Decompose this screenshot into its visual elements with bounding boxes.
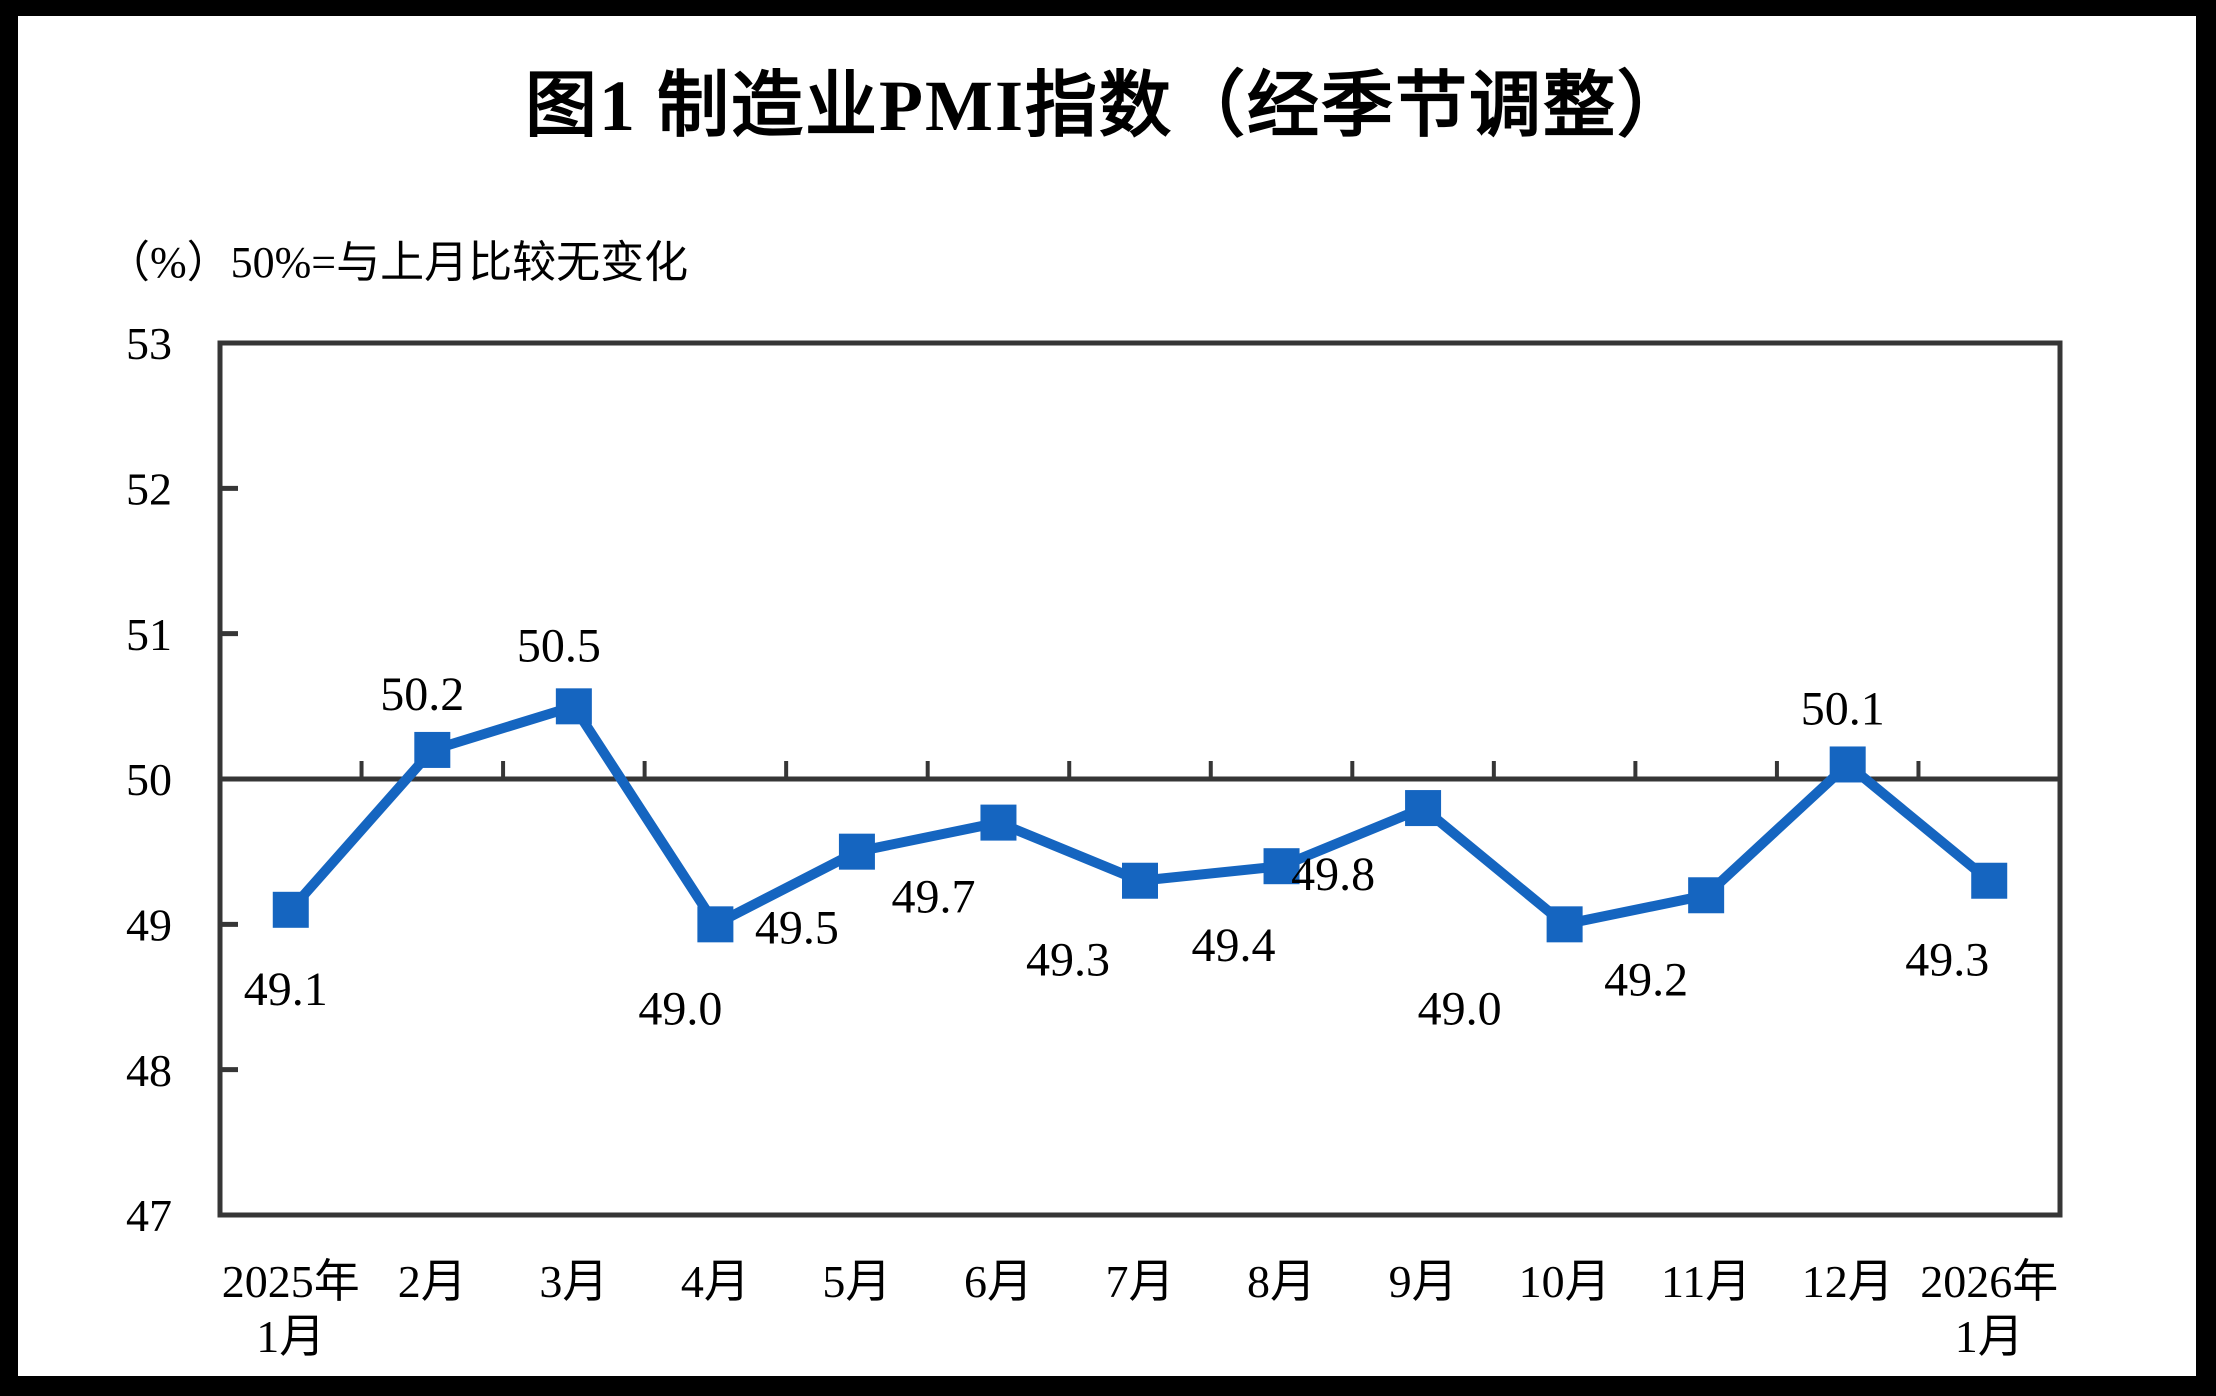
y-tick-label: 50 <box>126 754 172 805</box>
chart-background <box>18 16 2196 1376</box>
data-point-label: 49.4 <box>1192 919 1276 972</box>
data-point-label: 49.7 <box>891 871 975 924</box>
data-point-marker <box>1122 862 1158 899</box>
x-tick-label: 2025年 <box>222 1256 360 1307</box>
y-tick-label: 51 <box>126 609 172 660</box>
data-point-label: 50.1 <box>1801 682 1885 735</box>
x-tick-label: 3月 <box>539 1256 608 1307</box>
data-point-marker <box>1829 746 1866 783</box>
x-tick-label: 10月 <box>1519 1256 1611 1307</box>
data-point-label: 49.5 <box>755 902 839 955</box>
y-tick-label: 52 <box>126 463 172 514</box>
data-point-label: 49.0 <box>1418 982 1502 1035</box>
x-tick-label: 11月 <box>1661 1256 1751 1307</box>
x-tick-label: 4月 <box>681 1256 750 1307</box>
chart-title: 图1 制造业PMI指数（经季节调整） <box>525 66 1691 146</box>
data-point-label: 49.0 <box>638 982 722 1035</box>
data-point-label: 49.8 <box>1291 848 1375 901</box>
x-tick-label: 5月 <box>822 1256 891 1307</box>
x-tick-label: 2月 <box>398 1256 467 1307</box>
x-tick-label: 12月 <box>1802 1256 1894 1307</box>
y-tick-label: 53 <box>126 318 172 369</box>
axis-unit-note: （%）50%=与上月比较无变化 <box>106 238 689 287</box>
x-tick-label: 6月 <box>964 1256 1033 1307</box>
data-point-label: 50.2 <box>380 668 464 721</box>
data-point-marker <box>1546 906 1583 943</box>
data-point-label: 49.3 <box>1905 934 1989 987</box>
data-point-marker <box>1405 790 1442 827</box>
data-point-marker <box>980 804 1017 841</box>
y-tick-label: 47 <box>126 1190 172 1241</box>
x-tick-label: 1月 <box>1955 1311 2024 1362</box>
data-point-marker <box>272 891 309 928</box>
data-point-marker <box>414 731 451 768</box>
data-point-marker <box>1263 848 1300 885</box>
data-point-marker <box>1971 862 2008 899</box>
x-tick-label: 2026年 <box>1920 1256 2058 1307</box>
x-tick-label: 1月 <box>256 1311 325 1362</box>
x-tick-label: 8月 <box>1247 1256 1316 1307</box>
x-tick-label: 7月 <box>1106 1256 1175 1307</box>
data-point-label: 49.2 <box>1604 953 1688 1006</box>
data-point-marker <box>838 833 875 870</box>
data-point-label: 50.5 <box>517 619 601 672</box>
data-point-label: 49.1 <box>244 963 328 1016</box>
x-tick-label: 9月 <box>1389 1256 1458 1307</box>
data-point-marker <box>555 688 592 725</box>
data-point-marker <box>1688 877 1725 914</box>
data-point-label: 49.3 <box>1026 934 1110 987</box>
data-point-marker <box>697 906 734 943</box>
y-tick-label: 49 <box>126 899 172 950</box>
y-tick-label: 48 <box>126 1045 172 1096</box>
